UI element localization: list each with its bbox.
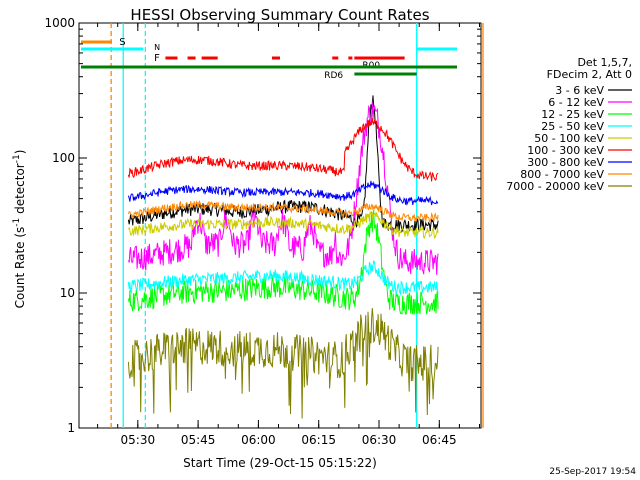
series-line-6 xyxy=(127,118,439,182)
series-line-3 xyxy=(127,209,439,315)
legend-entry-label: 3 - 6 keV xyxy=(555,84,604,97)
legend-entry-label: 6 - 12 keV xyxy=(548,96,604,109)
legend-entry-label: 50 - 100 keV xyxy=(534,132,604,145)
legend-entry-label: 7000 - 20000 keV xyxy=(506,180,604,193)
legend-entry-label: 12 - 25 keV xyxy=(541,108,604,121)
plot-frame xyxy=(78,22,482,429)
x-tick-label: 05:45 xyxy=(181,433,216,447)
timestamp: 25-Sep-2017 19:54 xyxy=(549,467,636,477)
y-tick-label: 10 xyxy=(60,286,75,300)
series-line-7 xyxy=(127,180,439,206)
flag-label-rd6: RD6 xyxy=(324,71,343,81)
y-axis-label: Count Rate (s-1 detector-1) xyxy=(12,150,27,309)
x-tick-label: 06:45 xyxy=(422,433,457,447)
x-tick-label: 05:30 xyxy=(121,433,156,447)
flag-label-s: S xyxy=(119,37,125,48)
series-line-5 xyxy=(127,211,439,239)
legend-header: FDecim 2, Att 0 xyxy=(547,68,632,81)
series-line-1 xyxy=(127,95,439,234)
series-line-9 xyxy=(127,307,439,419)
y-tick-label: 1000 xyxy=(44,16,75,30)
legend-entry-label: 25 - 50 keV xyxy=(541,120,604,133)
legend-entry-label: 100 - 300 keV xyxy=(527,144,604,157)
x-tick-label: 06:15 xyxy=(301,433,336,447)
series-line-2 xyxy=(127,101,439,275)
chart-title: HESSI Observing Summary Count Rates xyxy=(130,6,429,24)
plot-area: 1 10 100 1000 05:30 05:45 06:00 06:15 06:30 06:45… xyxy=(44,16,484,447)
x-tick-label: 06:00 xyxy=(241,433,276,447)
y-tick-label: 1 xyxy=(67,421,75,435)
series-line-8 xyxy=(127,199,439,223)
series-line-4 xyxy=(127,260,439,296)
legend-header: Det 1,5,7, xyxy=(577,56,632,69)
x-axis-label: Start Time (29-Oct-15 05:15:22) xyxy=(183,456,377,470)
x-tick-label: 06:30 xyxy=(362,433,397,447)
flag-label-n: N xyxy=(154,43,160,52)
legend-entry-label: 300 - 800 keV xyxy=(527,156,604,169)
flag-label-f: F xyxy=(154,53,160,64)
y-tick-label: 100 xyxy=(52,151,75,165)
legend-entry-label: 800 - 7000 keV xyxy=(520,168,604,181)
